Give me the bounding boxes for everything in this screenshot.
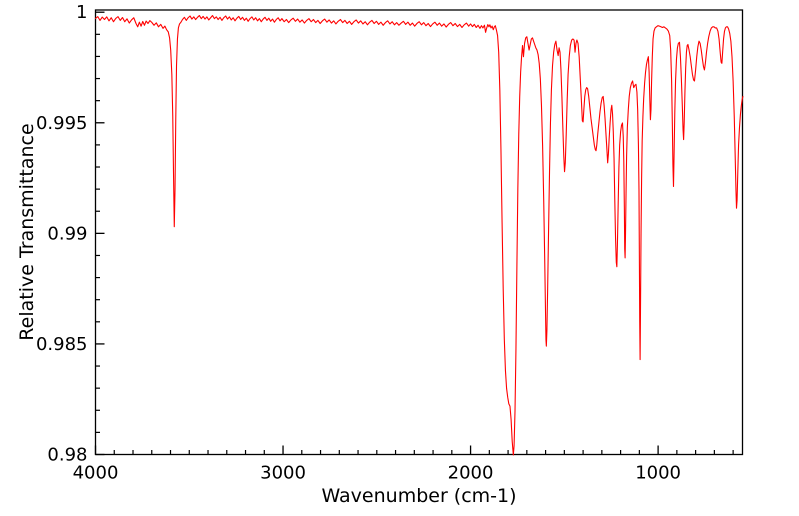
y-tick-label: 0.99 bbox=[47, 223, 87, 244]
x-tick-label: 4000 bbox=[73, 463, 119, 484]
plot-frame bbox=[94, 9, 744, 456]
x-tick-label: 2000 bbox=[448, 463, 494, 484]
y-tick-label: 1 bbox=[76, 2, 87, 23]
x-tick-label: 1000 bbox=[635, 463, 681, 484]
x-axis-label: Wavenumber (cm-1) bbox=[321, 485, 517, 507]
y-tick-label: 0.98 bbox=[47, 445, 87, 466]
y-tick-label: 0.985 bbox=[36, 334, 88, 355]
spectrum-line bbox=[94, 14, 744, 456]
y-tick-label: 0.995 bbox=[36, 113, 88, 134]
y-axis-label: Relative Transmittance bbox=[16, 123, 38, 341]
x-tick-label: 3000 bbox=[260, 463, 306, 484]
